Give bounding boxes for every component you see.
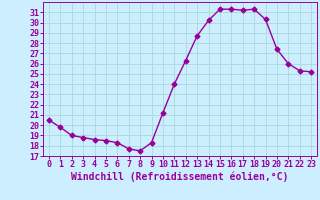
X-axis label: Windchill (Refroidissement éolien,°C): Windchill (Refroidissement éolien,°C) bbox=[71, 172, 289, 182]
